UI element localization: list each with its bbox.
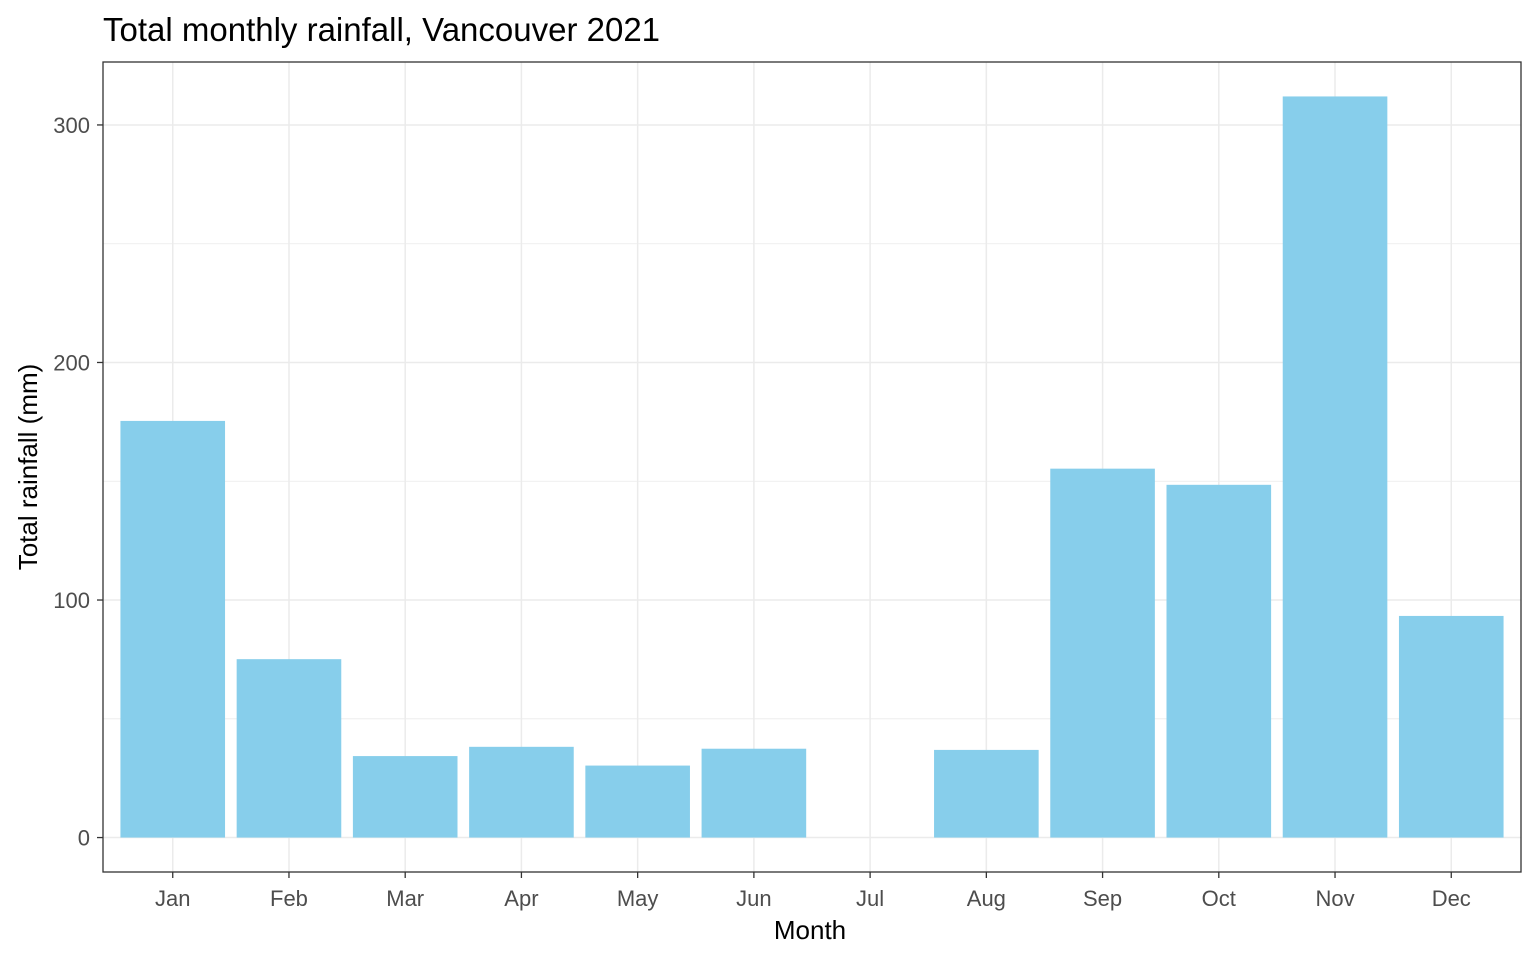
bar-aug (934, 749, 1039, 838)
y-tick-label: 300 (53, 113, 90, 138)
bars (120, 96, 1504, 838)
y-axis: 0 100 200 300 (53, 113, 103, 851)
bar-jun (701, 748, 807, 838)
x-tick-label: Sep (1083, 886, 1122, 911)
x-axis: Jan Feb Mar Apr May Jun Jul Aug Sep Oct Nov Dec (155, 872, 1471, 911)
x-tick-label: May (617, 886, 659, 911)
plot-panel-border (102, 61, 1522, 873)
x-tick-label: Jun (736, 886, 771, 911)
bar-nov (1282, 96, 1388, 838)
bar-feb (236, 659, 342, 838)
x-tick-label: Feb (270, 886, 308, 911)
x-tick-label: Nov (1315, 886, 1354, 911)
bar-jan (120, 420, 226, 838)
y-axis-title: Total rainfall (mm) (13, 364, 43, 571)
x-tick-label: Oct (1202, 886, 1236, 911)
bar-may (585, 765, 690, 838)
x-tick-label: Aug (967, 886, 1006, 911)
y-tick-label: 100 (53, 588, 90, 613)
bar-sep (1050, 468, 1155, 838)
x-tick-label: Jul (856, 886, 884, 911)
bar-oct (1166, 484, 1272, 838)
bar-mar (352, 756, 458, 838)
y-tick-label: 0 (78, 826, 90, 851)
x-tick-label: Apr (504, 886, 538, 911)
chart-title: Total monthly rainfall, Vancouver 2021 (103, 11, 660, 48)
y-tick-label: 200 (53, 350, 90, 375)
x-tick-label: Dec (1432, 886, 1471, 911)
x-tick-label: Mar (386, 886, 424, 911)
bar-apr (469, 746, 574, 838)
x-tick-label: Jan (155, 886, 190, 911)
x-axis-title: Month (774, 915, 846, 945)
bar-dec (1398, 615, 1504, 838)
